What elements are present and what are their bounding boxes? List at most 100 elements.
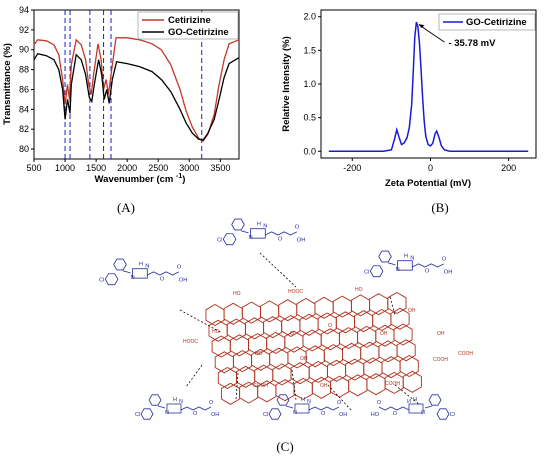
nitrogen-label: N [179,399,183,405]
benzene-ring [222,233,237,246]
zeta-series-line [328,21,529,153]
benzene-ring [428,394,442,406]
ftir-y-tick-label: 80 [19,144,29,154]
legend-label-zeta: GO-Cetirizine [466,17,527,28]
nitrogen-label: N [293,410,297,416]
side-chain [265,231,297,236]
graphene-functional-group: COOH [433,357,448,363]
piperazine-ring [397,260,413,271]
hydrogen-bond [235,372,239,401]
graphene-hexagon [402,370,422,393]
hydrogen-bond [291,369,297,401]
benzene-ring [378,250,392,263]
hydrogen-label: H [173,397,177,403]
zeta-ylabel: Relative Intensity (%) [281,36,292,132]
side-chain [378,406,410,411]
ftir-plot-frame [33,9,240,160]
hydrogen-label: H [413,397,417,403]
zeta-peak-annotation: - 35.78 mV [418,24,496,49]
graphene-hexagon [387,291,407,315]
ftir-y-tick-label: 84 [19,104,29,114]
bond [123,270,131,274]
carbonyl-label: O [209,400,214,406]
ftir-chart: 500 1000 1500 2000 2500 3000 3500 80 82 84 86 88 90… [2,5,240,215]
graphene-functional-group: COOH [385,381,400,387]
ftir-y-tick-label: 88 [19,65,29,75]
graphene-functional-group: HOOC [288,289,303,295]
zeta-y-tick-label: 2.0 [303,12,316,22]
zeta-y-tick-label: 1.0 [303,79,316,89]
panel-label-a: (A) [117,200,135,215]
ftir-y-tick-label: 86 [19,84,29,94]
nitrogen-label: N [421,410,425,416]
zeta-xlabel: Zeta Potential (mV) [385,178,471,189]
zeta-y-tick-label: 0.0 [303,146,316,156]
ftir-series-go-cetirizine [33,52,240,141]
piperazine-ring [294,403,310,414]
ftir-x-tick-label: 2000 [117,163,137,173]
hydroxyl-label: OH [371,412,379,418]
zeta-x-tick-label: -200 [343,163,361,173]
graphene-functional-group: HOOC [183,339,198,345]
hydroxyl-label: OH [211,412,219,418]
nitrogen-label: N [249,235,253,241]
chlorine-label: Cl [364,269,369,275]
ftir-xlabel: Wavenumber (cm -1) [95,173,186,185]
graphene-functional-group: O [290,331,294,337]
graphene-functional-group: COOH [458,351,473,357]
nitrogen-label: N [263,224,267,230]
legend-label-go-cetirizine: GO-Cetirizine [168,27,229,38]
side-chain [412,263,444,268]
ftir-x-tick-label: 1500 [86,163,106,173]
oxygen-label: O [193,411,198,417]
ftir-x-tick-label: 1000 [55,163,75,173]
bond [388,262,396,266]
hydrogen-label: H [139,262,143,268]
graphene-functional-group: HO [212,329,220,335]
piperazine-ring [408,403,424,414]
carbonyl-label: O [337,400,342,406]
ftir-y-tick-label: 92 [19,25,29,35]
piperazine-ring [250,228,266,239]
chlorine-label: Cl [450,412,455,418]
oxygen-label: O [278,236,283,242]
graphene-functional-group: OH [437,331,445,337]
side-chain [180,406,212,411]
carbonyl-label: O [376,400,381,406]
graphene-functional-group: COOH [253,383,268,389]
zeta-chart: -200 0 200 0.0 0.5 1.0 1.5 2.0 GO-Cetirizine -… [281,9,537,215]
graphene-hexagon [399,354,419,378]
chlorine-label: Cl [135,412,140,418]
side-chain [147,271,179,276]
nitrogen-label: N [131,275,135,281]
legend-label-cetirizine: Cetirizine [168,15,211,26]
graphene-functional-group: HO [355,287,363,293]
panel-label-b: (B) [431,200,448,215]
oxygen-label: O [160,276,165,282]
hydrogen-label: H [404,254,408,260]
oxygen-label: O [425,268,430,274]
zeta-y-tick-label: 1.5 [303,45,316,55]
hydrogen-label: H [257,222,261,228]
zeta-plot-frame [320,9,537,159]
ftir-x-tick-label: 3500 [210,163,230,173]
bond [424,405,433,409]
chlorine-label: Cl [217,237,222,243]
hydroxyl-label: OH [339,412,347,418]
nitrogen-label: N [410,256,414,262]
ftir-x-tick-label: 500 [26,163,41,173]
benzene-ring [140,408,154,420]
graphene-hexagon [390,307,410,330]
hydrogen-bond [327,384,353,412]
ftir-legend: Cetirizine GO-Cetirizine [137,11,239,40]
ftir-x-tick-label: 2500 [148,163,168,173]
graphene-functional-group: OH [300,356,308,362]
zeta-x-tick-label: 200 [501,163,516,173]
hydrogen-label: H [301,397,305,403]
